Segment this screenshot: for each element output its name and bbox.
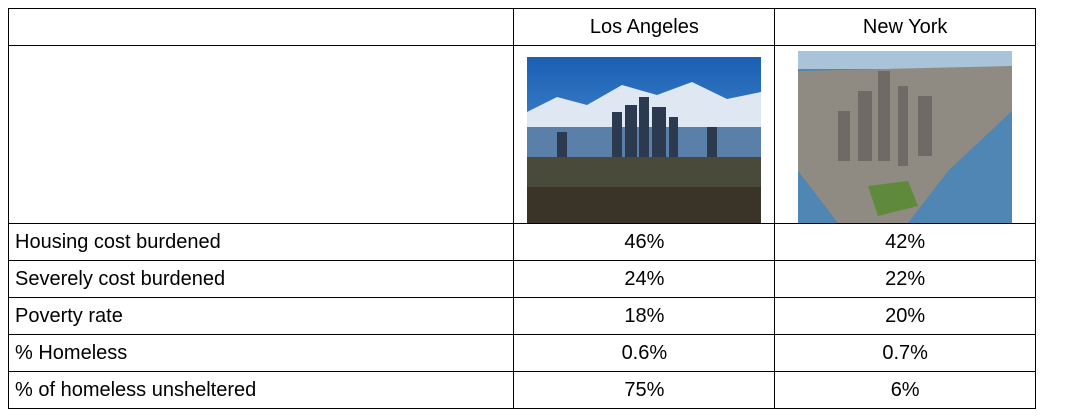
- image-cell: [774, 45, 1036, 224]
- empty-cell: [7, 45, 515, 224]
- cell: 0.6%: [513, 334, 776, 372]
- column-header: Los Angeles: [513, 8, 776, 46]
- cell: 20%: [774, 297, 1036, 335]
- cell: 6%: [774, 371, 1036, 409]
- cell: 42%: [774, 223, 1036, 261]
- cell: 22%: [774, 260, 1036, 298]
- data-row: Housing cost burdened 46% 42%: [7, 223, 1036, 261]
- los-angeles-photo: [527, 57, 762, 223]
- column-header: New York: [774, 8, 1036, 46]
- row-label: % of homeless unsheltered: [7, 371, 515, 409]
- image-row: [7, 45, 1036, 224]
- row-label: % Homeless: [7, 334, 515, 372]
- row-label: Housing cost burdened: [7, 223, 515, 261]
- corner-cell: [7, 8, 515, 46]
- new-york-photo: [798, 51, 1013, 223]
- cell: 46%: [513, 223, 776, 261]
- data-row: % of homeless unsheltered 75% 6%: [7, 371, 1036, 409]
- data-row: % Homeless 0.6% 0.7%: [7, 334, 1036, 372]
- row-label: Poverty rate: [7, 297, 515, 335]
- cell: 24%: [513, 260, 776, 298]
- cell: 75%: [513, 371, 776, 409]
- data-row: Poverty rate 18% 20%: [7, 297, 1036, 335]
- header-row: Los Angeles New York: [7, 8, 1036, 46]
- data-row: Severely cost burdened 24% 22%: [7, 260, 1036, 298]
- comparison-table: Los Angeles New York: [7, 8, 1036, 409]
- cell: 18%: [513, 297, 776, 335]
- cell: 0.7%: [774, 334, 1036, 372]
- row-label: Severely cost burdened: [7, 260, 515, 298]
- image-cell: [513, 45, 776, 224]
